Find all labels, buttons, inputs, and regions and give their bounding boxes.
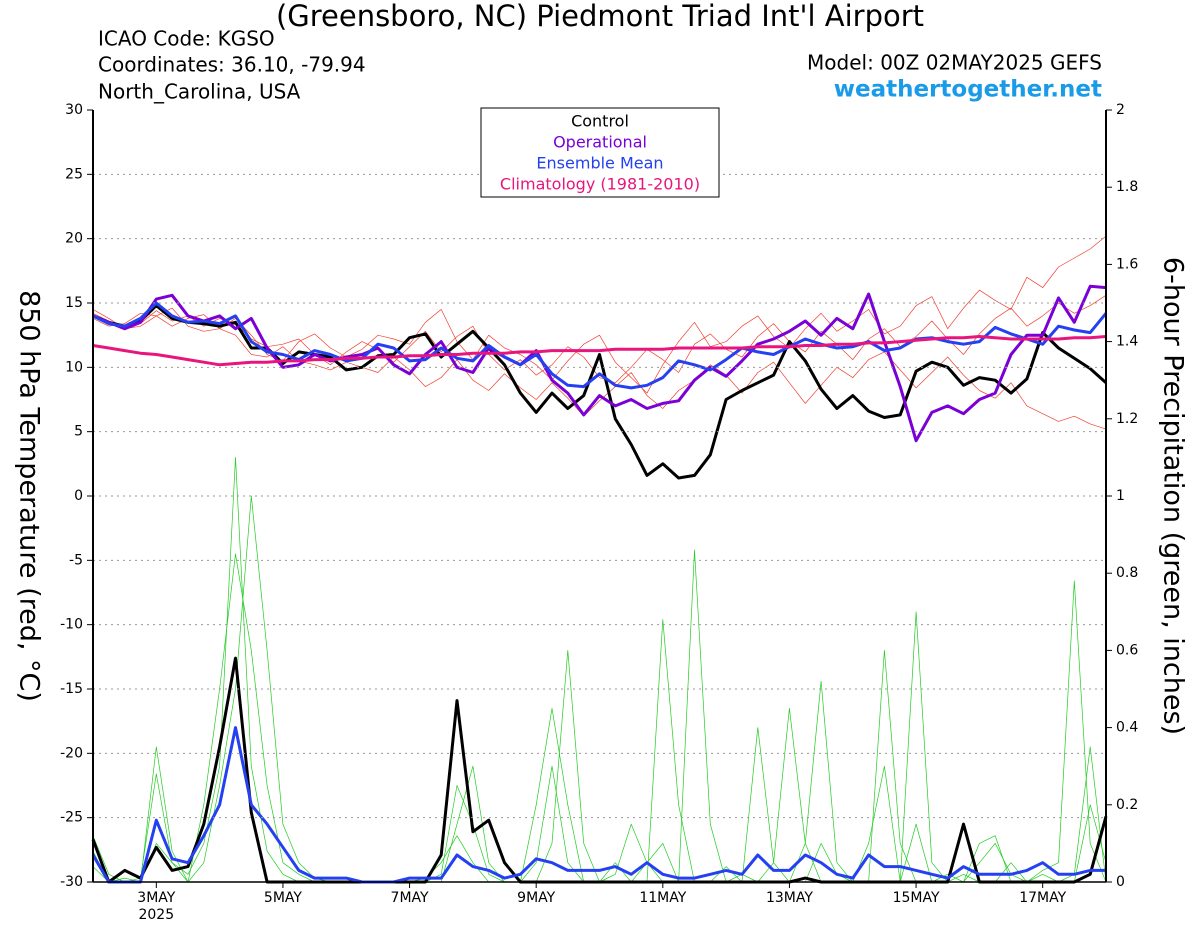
x-tick-label: 13MAY (766, 890, 813, 906)
y-tick-label: -25 (60, 810, 83, 826)
y-tick-label: 30 (65, 102, 83, 118)
station-info: ICAO Code: KGSO (98, 27, 275, 51)
y-tick-label: 0 (74, 488, 83, 504)
x-tick-label: 17MAY (1019, 890, 1066, 906)
model-info: Model: 00Z 02MAY2025 GEFS (807, 51, 1102, 75)
y2-tick-label: 0.4 (1116, 720, 1138, 736)
y2-tick-label: 1.8 (1116, 179, 1138, 195)
y-tick-label: 20 (65, 231, 83, 247)
series-line (92, 335, 1107, 367)
y2-tick-label: 0 (1116, 874, 1125, 890)
y-tick-label: -20 (60, 745, 83, 761)
y-tick-label: 25 (65, 166, 83, 182)
y2-tick-label: 2 (1116, 102, 1125, 118)
y2-tick-label: 1.4 (1116, 334, 1138, 350)
member-line (92, 295, 1107, 384)
y-tick-label: 5 (74, 424, 83, 440)
plot-area (91, 235, 1108, 884)
member-line (92, 553, 1107, 883)
x-tick-label: 9MAY (517, 890, 555, 906)
y-tick-label: 10 (65, 359, 83, 375)
y2-tick-label: 1.6 (1116, 256, 1138, 272)
y2-tick-label: 0.2 (1116, 797, 1138, 813)
series-line (92, 284, 1107, 443)
y2-tick-label: 0.8 (1116, 565, 1138, 581)
chart-title: (Greensboro, NC) Piedmont Triad Int'l Ai… (276, 0, 924, 33)
station-info: North_Carolina, USA (98, 80, 301, 104)
member-line (92, 235, 1107, 394)
member-line (92, 312, 1107, 430)
x-tick-label: 7MAY (391, 890, 429, 906)
y2-tick-label: 1.2 (1116, 411, 1138, 427)
y-axis-label: 850 hPa Temperature (red, °C) (14, 290, 45, 702)
station-info: Coordinates: 36.10, -79.94 (98, 53, 366, 77)
member-line (92, 457, 1107, 883)
legend-entry: Climatology (1981-2010) (500, 175, 700, 194)
x-tick-label: 11MAY (639, 890, 686, 906)
y2-tick-label: 0.6 (1116, 642, 1138, 658)
x-tick-label: 15MAY (893, 890, 940, 906)
legend-entry: Ensemble Mean (536, 154, 663, 173)
x-tick-label: 3MAY (137, 890, 175, 906)
x-sublabel: 2025 (138, 907, 174, 923)
y2-axis-label: 6-hour Precipitation (green, inches) (1158, 257, 1189, 735)
y-tick-label: -30 (60, 874, 83, 890)
source: weathertogether.net (834, 77, 1102, 103)
legend-entry: Control (571, 112, 629, 131)
y2-tick-label: 1 (1116, 488, 1125, 504)
y-tick-label: 15 (65, 295, 83, 311)
legend-entry: Operational (553, 133, 647, 152)
y-tick-label: -10 (60, 617, 83, 633)
y-tick-label: -15 (60, 681, 83, 697)
x-tick-label: 5MAY (264, 890, 302, 906)
y-tick-label: -5 (69, 552, 83, 568)
legend-box (480, 107, 720, 198)
